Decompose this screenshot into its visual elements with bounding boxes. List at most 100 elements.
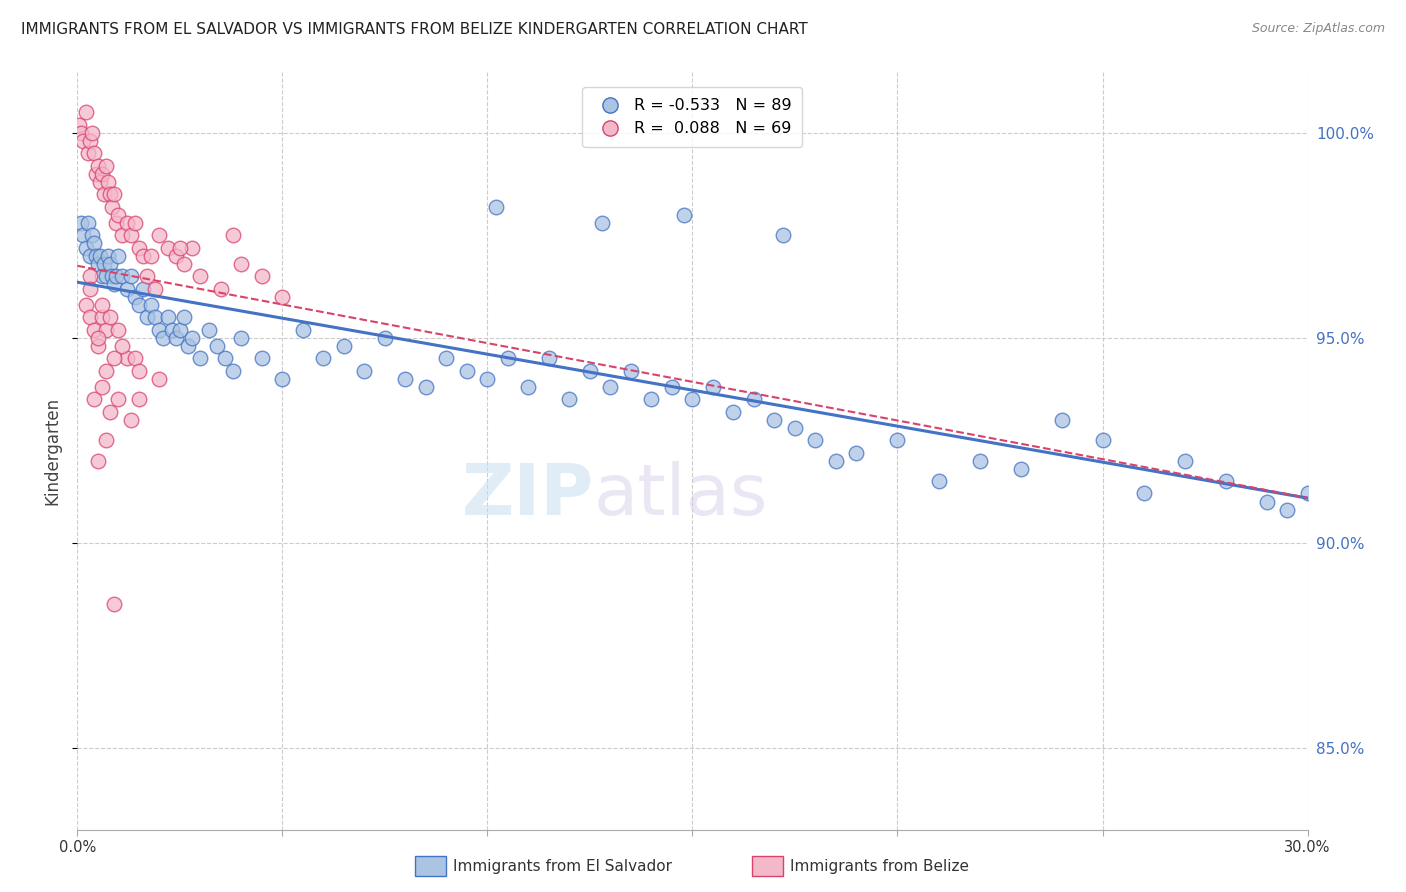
Point [682,392,704,407]
Point [1256,494,1278,508]
Text: ZIP: ZIP [461,461,595,531]
Point [1296,486,1319,500]
Point [231,257,253,271]
Point [124,290,146,304]
Point [231,331,253,345]
Point [165,331,187,345]
Point [661,380,683,394]
Point [222,228,245,243]
Point [120,269,142,284]
Point [103,597,125,611]
Point [141,249,163,263]
Point [105,269,128,284]
Point [156,310,179,325]
Point [886,434,908,448]
Point [537,351,560,366]
Text: atlas: atlas [595,461,769,531]
Point [87,331,110,345]
Point [177,339,200,353]
Point [98,257,121,271]
Point [579,363,602,377]
Point [87,339,110,353]
Text: IMMIGRANTS FROM EL SALVADOR VS IMMIGRANTS FROM BELIZE KINDERGARTEN CORRELATION C: IMMIGRANTS FROM EL SALVADOR VS IMMIGRANT… [21,22,808,37]
Point [209,282,232,296]
Point [188,351,212,366]
Point [1174,453,1197,467]
Point [250,269,273,284]
Point [804,434,827,448]
Point [394,372,416,386]
Point [101,200,124,214]
Point [120,413,142,427]
Point [94,269,117,284]
Point [115,282,138,296]
Point [76,146,98,161]
Point [105,216,128,230]
Legend: R = -0.533   N = 89, R =  0.088   N = 69: R = -0.533 N = 89, R = 0.088 N = 69 [582,87,803,147]
Point [477,372,499,386]
Point [496,351,519,366]
Point [93,257,115,271]
Y-axis label: Kindergarten: Kindergarten [44,396,62,505]
Point [107,249,129,263]
Point [181,241,204,255]
Point [374,331,396,345]
Point [673,208,696,222]
Point [98,310,121,325]
Point [205,339,228,353]
Point [90,269,114,284]
Point [90,298,114,312]
Point [291,322,314,336]
Point [72,134,94,148]
Point [111,269,134,284]
Point [128,298,150,312]
Point [83,236,105,251]
Point [136,310,159,325]
Point [79,134,101,148]
Point [128,392,150,407]
Point [558,392,581,407]
Point [599,380,621,394]
Point [75,105,97,120]
Text: Immigrants from El Salvador: Immigrants from El Salvador [453,859,672,873]
Point [124,216,146,230]
Point [772,228,794,243]
Point [89,249,111,263]
Point [98,187,121,202]
Point [94,159,117,173]
Point [97,249,120,263]
Point [845,445,868,459]
Point [640,392,662,407]
Point [1091,434,1114,448]
Point [742,392,765,407]
Point [169,322,191,336]
Point [107,208,129,222]
Point [436,351,458,366]
Point [72,228,94,243]
Point [84,249,107,263]
Point [67,118,90,132]
Point [87,257,110,271]
Point [83,146,105,161]
Point [702,380,724,394]
Point [763,413,786,427]
Point [132,249,155,263]
Point [75,241,97,255]
Point [783,421,806,435]
Point [591,216,613,230]
Point [107,322,129,336]
Point [156,241,179,255]
Point [94,363,117,377]
Point [312,351,335,366]
Point [132,282,155,296]
Point [517,380,540,394]
Point [1050,413,1073,427]
Point [90,167,114,181]
Point [98,404,121,418]
Point [148,322,170,336]
Point [173,310,195,325]
Point [222,363,245,377]
Point [250,351,273,366]
Point [143,310,166,325]
Point [825,453,848,467]
